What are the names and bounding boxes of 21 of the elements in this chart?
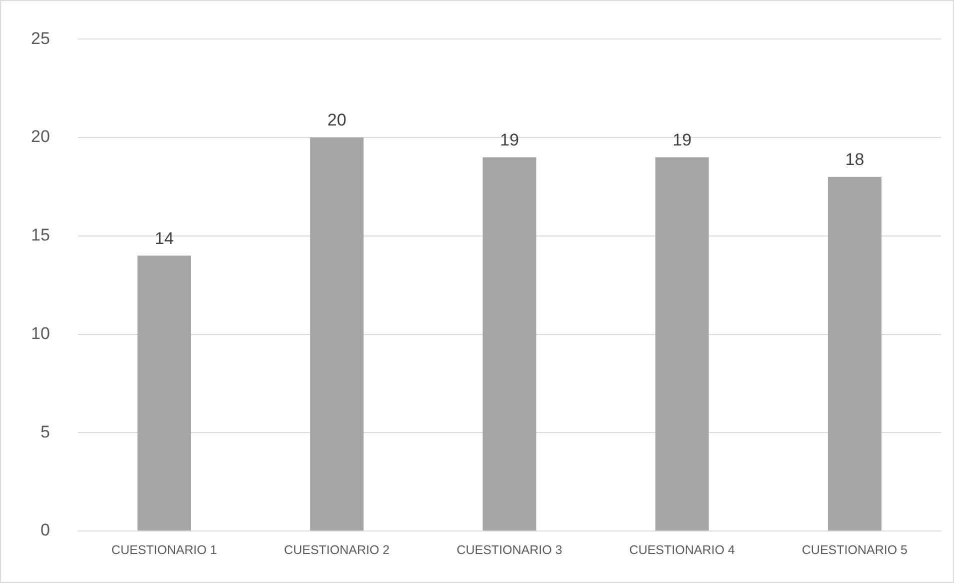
y-tick-label: 25 — [30, 28, 50, 48]
data-label: 20 — [327, 110, 346, 130]
bar — [482, 157, 536, 530]
data-label: 18 — [845, 150, 864, 170]
x-tick-label: CUESTIONARIO 3 — [456, 542, 562, 557]
bar — [828, 176, 882, 530]
x-tick-label: CUESTIONARIO 2 — [284, 542, 390, 557]
data-label: 19 — [500, 130, 519, 150]
bar — [655, 157, 709, 530]
y-tick-label: 5 — [40, 422, 50, 442]
data-label: 19 — [672, 130, 692, 150]
y-tick-label: 15 — [30, 226, 50, 245]
y-tick-label: 20 — [30, 127, 50, 146]
x-tick-label: CUESTIONARIO 5 — [802, 542, 908, 557]
data-label: 14 — [154, 228, 174, 248]
bar — [310, 138, 364, 530]
bar — [137, 256, 191, 530]
x-tick-label: CUESTIONARIO 1 — [111, 542, 218, 557]
x-tick-label: CUESTIONARIO 4 — [629, 542, 735, 557]
y-tick-label: 0 — [40, 520, 50, 540]
y-tick-label: 10 — [30, 324, 50, 343]
